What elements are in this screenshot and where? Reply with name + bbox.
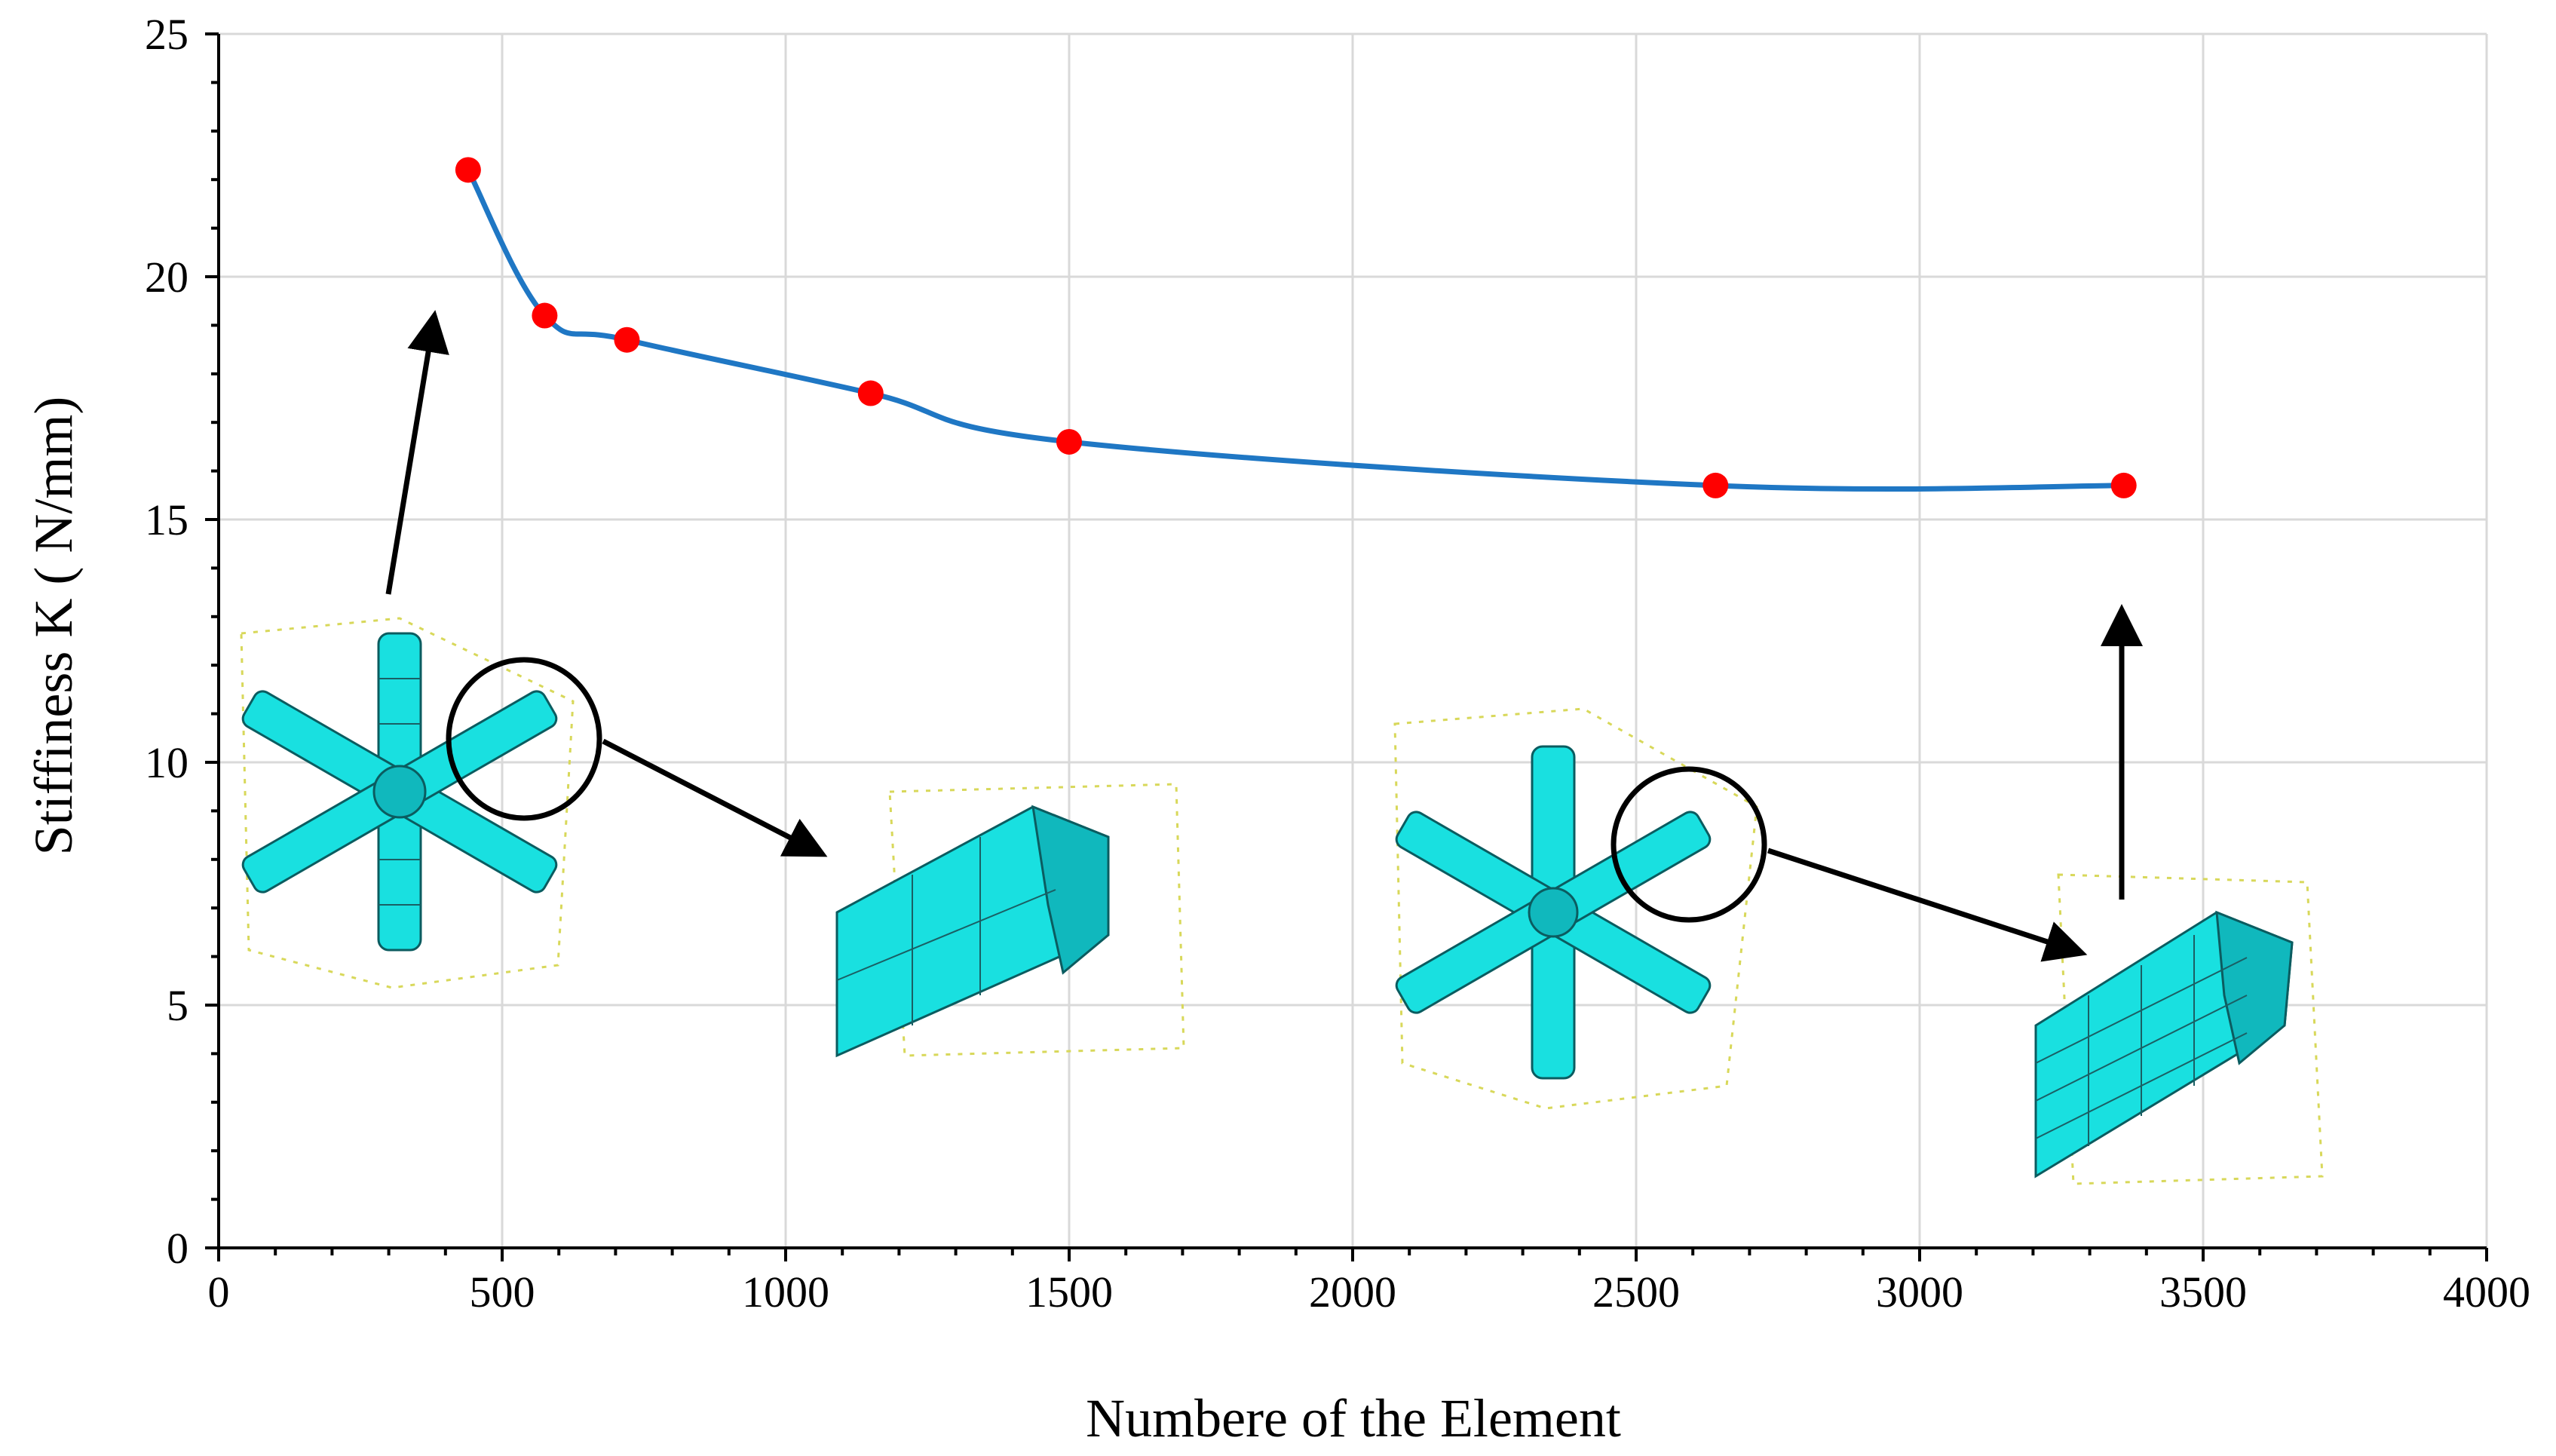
y-tick-label: 25: [145, 10, 188, 59]
arrow-to-first-point: [385, 310, 449, 595]
data-point: [2110, 472, 2137, 498]
x-tick-label: 3500: [2159, 1267, 2247, 1317]
coarse-mesh-detail-image: [835, 783, 1185, 1058]
x-tick-label: 2500: [1592, 1267, 1680, 1317]
coarse-mesh-star-image: [240, 617, 575, 989]
y-tick-label: 20: [145, 253, 188, 302]
grid-lines: [219, 32, 2488, 1248]
data-point: [532, 302, 558, 329]
x-tick-label: 0: [208, 1267, 230, 1317]
x-tick-label: 1000: [742, 1267, 829, 1317]
highlight-circle-coarse: [446, 657, 602, 821]
y-tick-label: 10: [145, 738, 188, 787]
arrow-to-coarse-detail: [602, 738, 828, 857]
y-tick-label: 15: [145, 495, 188, 544]
x-axis-title: Numbere of the Element: [1086, 1388, 1621, 1448]
data-point: [1056, 428, 1082, 455]
fine-mesh-detail-image: [2034, 873, 2324, 1185]
data-point: [614, 326, 640, 353]
y-tick-label: 0: [167, 1224, 188, 1273]
y-axis-title: Stiffiness K ( N/mm): [23, 397, 84, 856]
fine-mesh-star-image: [1393, 707, 1758, 1110]
data-point: [1702, 472, 1729, 498]
arrow-to-fine-detail: [1767, 848, 2088, 962]
y-tick-label: 5: [167, 981, 188, 1030]
highlight-circle-fine: [1611, 766, 1767, 923]
x-tick-label: 500: [470, 1267, 535, 1317]
x-tick-label: 2000: [1309, 1267, 1396, 1317]
x-tick-label: 3000: [1876, 1267, 1963, 1317]
data-point: [857, 380, 884, 406]
axes: 0 500 1000 1500 2000 2500 3000 3500 4000 0 5 10 15 20…: [145, 10, 2530, 1317]
x-tick-label: 1500: [1025, 1267, 1113, 1317]
series-line: [465, 168, 2124, 492]
data-point: [455, 157, 481, 183]
series-stiffness: [455, 157, 2137, 498]
x-tick-label: 4000: [2443, 1267, 2530, 1317]
